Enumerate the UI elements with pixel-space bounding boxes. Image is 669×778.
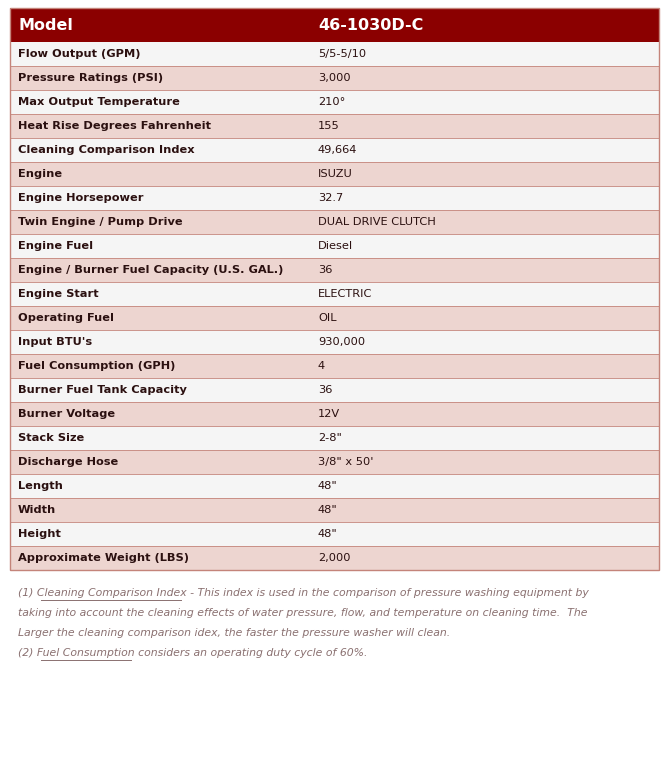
Bar: [10, 90, 659, 114]
Text: (2) Fuel Consumption considers an operating duty cycle of 60%.: (2) Fuel Consumption considers an operat…: [18, 648, 367, 658]
Text: 48": 48": [318, 481, 338, 491]
Bar: [10, 450, 659, 474]
Bar: [10, 186, 659, 210]
Text: 48": 48": [318, 529, 338, 539]
Text: DUAL DRIVE CLUTCH: DUAL DRIVE CLUTCH: [318, 217, 436, 227]
Text: ISUZU: ISUZU: [318, 169, 353, 179]
Text: 12V: 12V: [318, 409, 340, 419]
Text: 3/8" x 50': 3/8" x 50': [318, 457, 373, 467]
Text: Pressure Ratings (PSI): Pressure Ratings (PSI): [18, 73, 163, 83]
Text: 210°: 210°: [318, 97, 345, 107]
Bar: [10, 114, 659, 138]
Bar: [10, 330, 659, 354]
Bar: [10, 474, 659, 498]
Text: Engine / Burner Fuel Capacity (U.S. GAL.): Engine / Burner Fuel Capacity (U.S. GAL.…: [18, 265, 284, 275]
Bar: [10, 8, 659, 42]
Text: Heat Rise Degrees Fahrenheit: Heat Rise Degrees Fahrenheit: [18, 121, 211, 131]
Bar: [10, 378, 659, 402]
Text: Engine Start: Engine Start: [18, 289, 98, 299]
Text: Approximate Weight (LBS): Approximate Weight (LBS): [18, 553, 189, 563]
Text: Height: Height: [18, 529, 61, 539]
Text: 2,000: 2,000: [318, 553, 351, 563]
Text: taking into account the cleaning effects of water pressure, flow, and temperatur: taking into account the cleaning effects…: [18, 608, 587, 618]
Text: Cleaning Comparison Index: Cleaning Comparison Index: [18, 145, 195, 155]
Bar: [10, 162, 659, 186]
Bar: [10, 402, 659, 426]
Text: Engine: Engine: [18, 169, 62, 179]
Text: (1) Cleaning Comparison Index - This index is used in the comparison of pressure: (1) Cleaning Comparison Index - This ind…: [18, 588, 589, 598]
Text: Operating Fuel: Operating Fuel: [18, 313, 114, 323]
Text: Burner Voltage: Burner Voltage: [18, 409, 115, 419]
Bar: [10, 42, 659, 66]
Bar: [10, 546, 659, 570]
Text: OIL: OIL: [318, 313, 337, 323]
Text: Discharge Hose: Discharge Hose: [18, 457, 118, 467]
Bar: [10, 522, 659, 546]
Text: Fuel Consumption (GPH): Fuel Consumption (GPH): [18, 361, 175, 371]
Text: 48": 48": [318, 505, 338, 515]
Text: 930,000: 930,000: [318, 337, 365, 347]
Bar: [10, 138, 659, 162]
Text: Twin Engine / Pump Drive: Twin Engine / Pump Drive: [18, 217, 183, 227]
Text: Width: Width: [18, 505, 56, 515]
Bar: [10, 8, 659, 570]
Text: Flow Output (GPM): Flow Output (GPM): [18, 49, 140, 59]
Text: ELECTRIC: ELECTRIC: [318, 289, 373, 299]
Bar: [10, 258, 659, 282]
Text: Larger the cleaning comparison idex, the faster the pressure washer will clean.: Larger the cleaning comparison idex, the…: [18, 628, 450, 638]
Text: Burner Fuel Tank Capacity: Burner Fuel Tank Capacity: [18, 385, 187, 395]
Text: 3,000: 3,000: [318, 73, 351, 83]
Text: Diesel: Diesel: [318, 241, 353, 251]
Bar: [10, 354, 659, 378]
Bar: [10, 282, 659, 306]
Text: Length: Length: [18, 481, 63, 491]
Text: 36: 36: [318, 385, 332, 395]
Bar: [10, 234, 659, 258]
Text: 36: 36: [318, 265, 332, 275]
Bar: [10, 66, 659, 90]
Text: 46-1030D-C: 46-1030D-C: [318, 17, 423, 33]
Text: 4: 4: [318, 361, 325, 371]
Text: Engine Horsepower: Engine Horsepower: [18, 193, 143, 203]
Text: 2-8": 2-8": [318, 433, 342, 443]
Text: Model: Model: [18, 17, 73, 33]
Text: Input BTU's: Input BTU's: [18, 337, 92, 347]
Bar: [10, 210, 659, 234]
Text: Stack Size: Stack Size: [18, 433, 84, 443]
Text: 5/5-5/10: 5/5-5/10: [318, 49, 366, 59]
Bar: [10, 306, 659, 330]
Text: 155: 155: [318, 121, 340, 131]
Text: 32.7: 32.7: [318, 193, 343, 203]
Text: Engine Fuel: Engine Fuel: [18, 241, 93, 251]
Text: Max Output Temperature: Max Output Temperature: [18, 97, 180, 107]
Bar: [10, 426, 659, 450]
Bar: [10, 498, 659, 522]
Text: 49,664: 49,664: [318, 145, 357, 155]
